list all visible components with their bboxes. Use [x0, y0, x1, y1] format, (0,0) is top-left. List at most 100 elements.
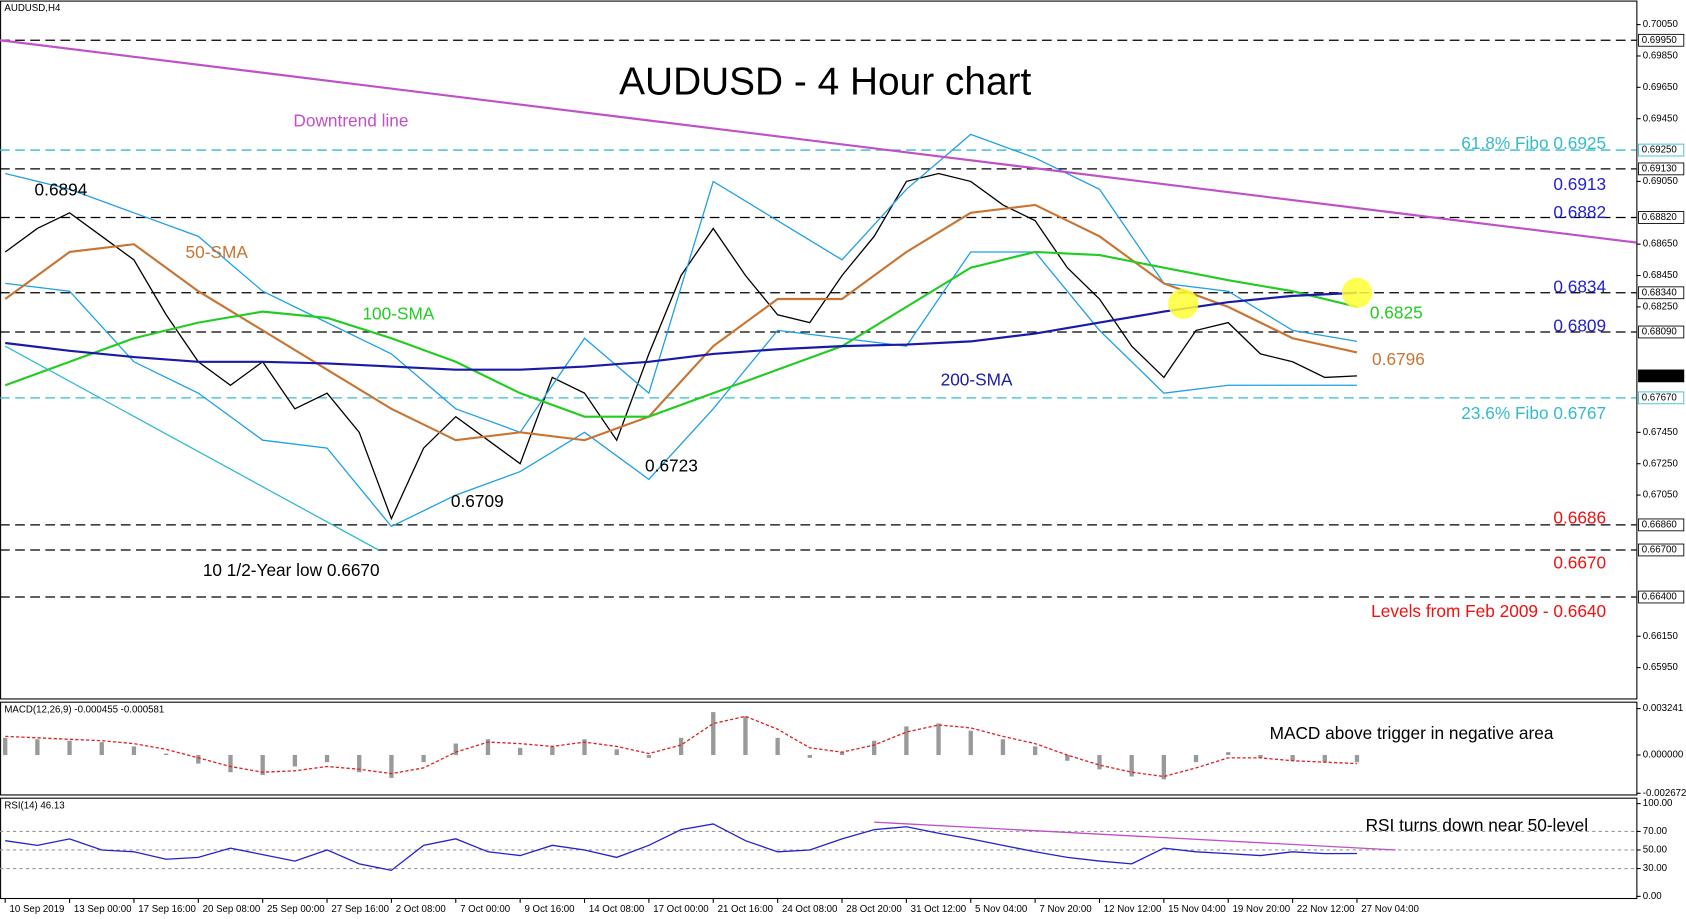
level-label: 0.69130	[1642, 163, 1678, 174]
histogram-bar	[421, 755, 426, 763]
histogram-bar	[614, 749, 619, 756]
histogram-bar	[743, 716, 748, 756]
panel-frame	[0, 0, 1638, 700]
level-label: 0.69950	[1642, 35, 1678, 46]
y-tick-label: 70.00	[1643, 826, 1668, 837]
level-label: 0.68090	[1642, 327, 1678, 338]
x-tick-label: 20 Sep 08:00	[203, 904, 261, 915]
x-tick-label: 2 Oct 08:00	[396, 904, 447, 915]
annotation: 10 1/2-Year low 0.6670	[203, 560, 380, 580]
series-line	[5, 251, 1357, 528]
annotation: MACD above trigger in negative area	[1270, 723, 1554, 743]
x-tick-label: 17 Oct 00:00	[653, 904, 709, 915]
x-tick-label: 10 Sep 2019	[10, 904, 65, 915]
histogram-bar	[196, 755, 201, 764]
histogram-bar	[1226, 752, 1231, 756]
histogram-bar	[1065, 755, 1070, 761]
annotation: 0.6809	[1553, 315, 1606, 335]
x-tick-label: 22 Nov 12:00	[1297, 904, 1355, 915]
histogram-bar	[260, 755, 265, 776]
highlight	[1341, 277, 1373, 308]
histogram-bar	[1161, 755, 1167, 780]
annotation: 0.6686	[1553, 507, 1606, 527]
histogram-bar	[1290, 755, 1295, 761]
x-tick-label: 15 Nov 04:00	[1168, 904, 1226, 915]
series-line	[4, 203, 1358, 442]
x-tick-label: 21 Oct 16:00	[718, 904, 774, 915]
level-label-box	[1638, 143, 1685, 157]
histogram-bar	[485, 739, 491, 756]
series-line	[4, 345, 379, 551]
level-label-box	[1638, 162, 1685, 176]
y-tick-label: 0.68250	[1643, 301, 1679, 312]
panel-frame	[0, 701, 1638, 796]
level-label-box	[1638, 211, 1685, 224]
histogram-bar	[228, 755, 233, 773]
series-label: AUDUSD,H4	[4, 3, 61, 14]
y-tick-label: 0.003241	[1643, 703, 1683, 714]
level-label: 0.66400	[1642, 592, 1678, 603]
x-tick-label: 7 Oct 00:00	[460, 904, 511, 915]
level-label-box	[1638, 543, 1685, 557]
series-line	[4, 172, 1358, 521]
histogram-bar	[807, 755, 812, 758]
histogram-bar	[35, 739, 40, 756]
chart-title: AUDUSD - 4 Hour chart	[619, 60, 1031, 103]
x-tick-label: 17 Sep 16:00	[138, 904, 196, 915]
level-label: 0.69250	[1642, 145, 1678, 156]
series-line	[0, 39, 1637, 244]
highlight	[1168, 288, 1199, 319]
x-tick-label: 13 Sep 00:00	[74, 904, 132, 915]
histogram-bar	[872, 740, 877, 756]
histogram-bar	[163, 753, 169, 756]
y-tick-label: 50.00	[1643, 845, 1668, 856]
annotation: 0.6834	[1553, 277, 1606, 297]
histogram-bar	[904, 726, 909, 756]
histogram-bar	[775, 737, 780, 756]
panel-frame	[0, 797, 1638, 900]
annotation: 61.8% Fibo 0.6925	[1461, 133, 1606, 153]
histogram-bar	[1258, 755, 1263, 758]
annotation: 0.6894	[35, 179, 88, 199]
y-tick-label: 0.67450	[1643, 427, 1679, 438]
annotation: 0.6723	[645, 456, 698, 476]
histogram-bar	[678, 737, 684, 756]
histogram-bar	[1032, 746, 1038, 756]
y-tick-label: 0.000000	[1643, 750, 1684, 761]
x-tick-label: 19 Nov 20:00	[1233, 904, 1291, 915]
y-tick-label: 0.68450	[1643, 270, 1679, 281]
y-tick-label: 0.69050	[1643, 176, 1679, 187]
histogram-bar	[1129, 755, 1134, 777]
level-label: 0.68340	[1642, 287, 1678, 298]
annotation: 0.6913	[1553, 174, 1606, 194]
x-tick-label: 12 Nov 12:00	[1104, 904, 1162, 915]
y-tick-label: 0.69850	[1643, 51, 1679, 62]
y-tick-label: 0.68650	[1643, 239, 1679, 250]
series-line	[874, 821, 1396, 851]
annotation: RSI turns down near 50-level	[1366, 815, 1588, 835]
histogram-bar	[67, 740, 72, 756]
annotation: Levels from Feb 2009 - 0.6640	[1371, 601, 1606, 621]
annotation: 23.6% Fibo 0.6767	[1461, 403, 1606, 423]
histogram-bar	[1354, 755, 1360, 763]
annotation: 0.6825	[1370, 302, 1423, 322]
x-tick-label: 31 Oct 12:00	[911, 904, 967, 915]
histogram-bar	[3, 737, 8, 756]
level-label-box	[1638, 369, 1685, 383]
histogram-bar	[1193, 755, 1199, 763]
y-tick-label: 0.69650	[1643, 82, 1679, 93]
histogram-bar	[839, 752, 845, 756]
x-tick-label: 27 Nov 04:00	[1361, 904, 1419, 915]
annotation: 0.6882	[1553, 202, 1606, 222]
histogram-bar	[131, 746, 137, 756]
histogram-bar	[1000, 739, 1006, 756]
level-label-box	[1638, 325, 1685, 339]
annotation: 0.6670	[1553, 553, 1606, 573]
y-tick-label: 0.70050	[1643, 19, 1679, 30]
panel-title: RSI(14) 46.13	[4, 800, 64, 811]
series-label: 100-SMA	[362, 304, 434, 324]
histogram-bar	[453, 743, 458, 756]
histogram-bar	[357, 755, 362, 773]
level-label-box	[1638, 590, 1685, 604]
series-line	[5, 291, 1358, 371]
